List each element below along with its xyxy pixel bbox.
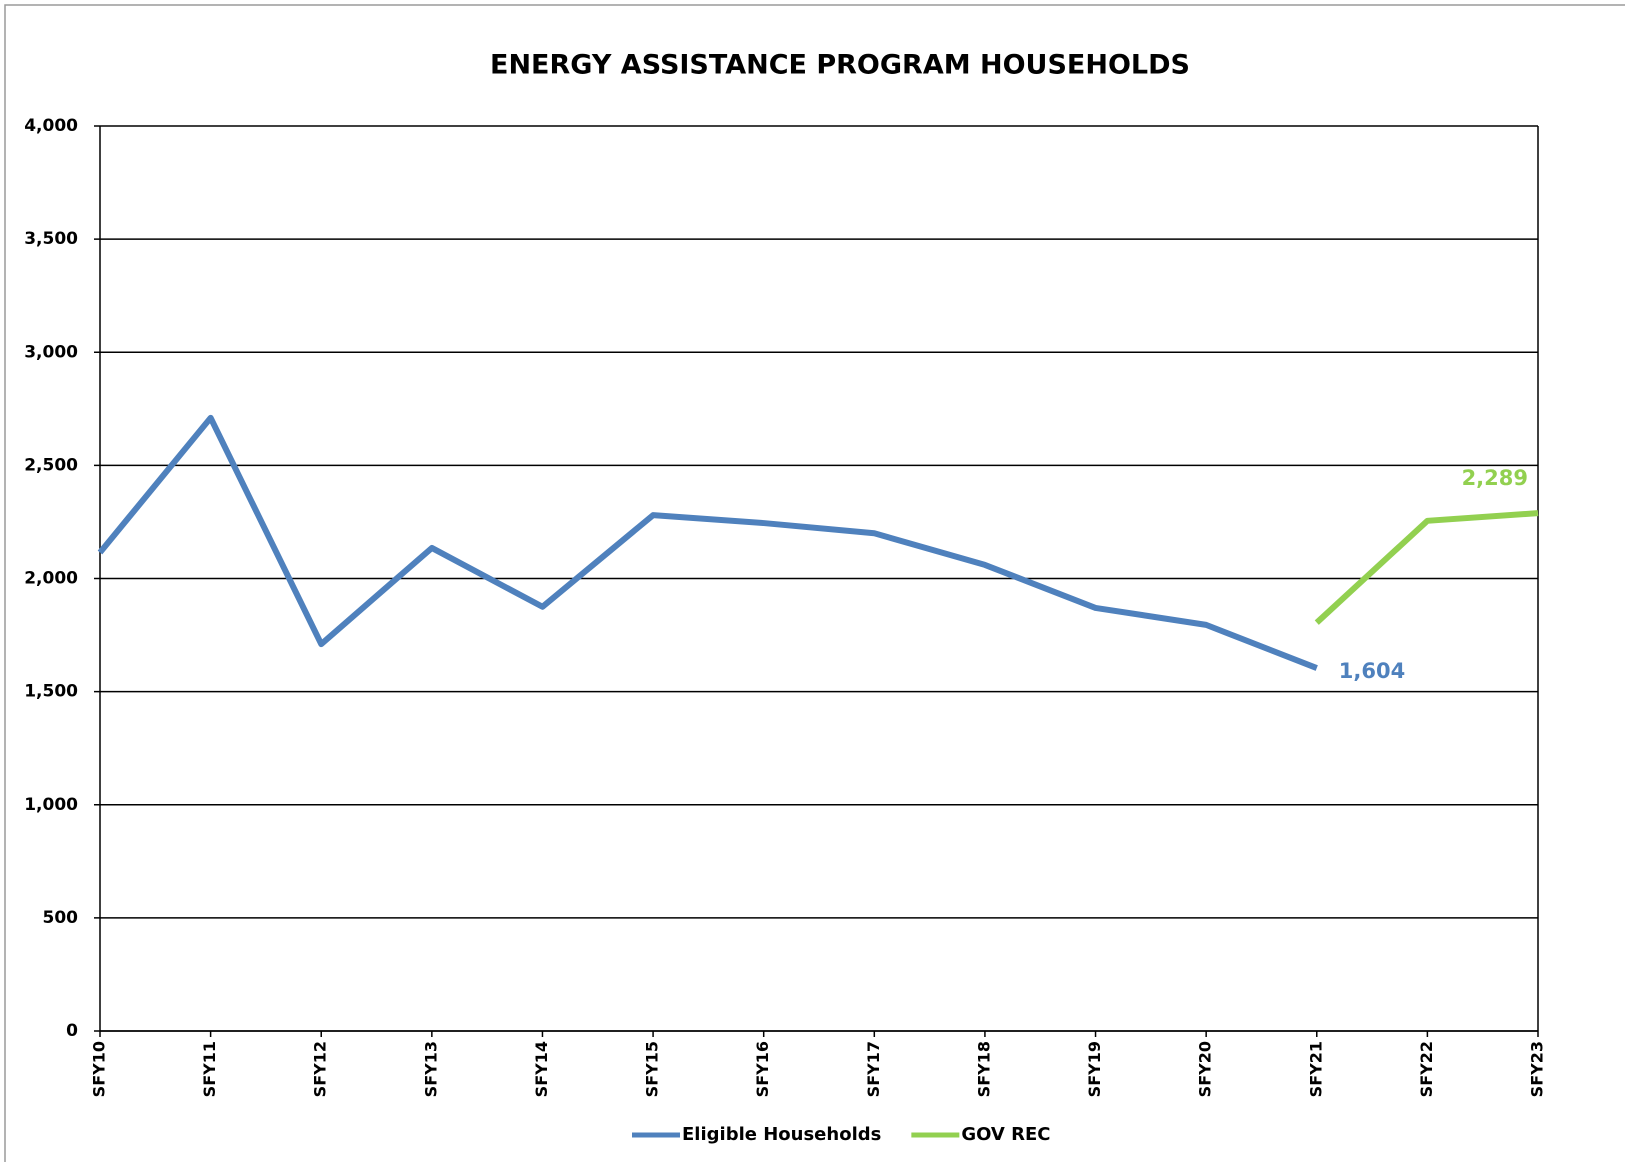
chart-frame <box>4 4 1625 1166</box>
series-line <box>1314 510 1539 625</box>
x-tick-label: SFY13 <box>421 1041 440 1097</box>
x-tick-label: SFY18 <box>974 1041 993 1097</box>
x-tick-label: SFY23 <box>1528 1041 1547 1097</box>
chart-title: ENERGY ASSISTANCE PROGRAM HOUSEHOLDS <box>490 50 1190 81</box>
y-tick-label: 1,000 <box>24 795 78 815</box>
y-tick-label: 500 <box>43 908 79 928</box>
y-tick-label: 1,500 <box>24 682 78 702</box>
x-tick-label: SFY20 <box>1196 1041 1215 1097</box>
y-tick-label: 2,000 <box>24 569 78 589</box>
x-tick-label: SFY16 <box>753 1041 772 1097</box>
y-tick-label: 0 <box>66 1021 78 1041</box>
x-tick-label: SFY19 <box>1085 1041 1104 1097</box>
x-tick-label: SFY21 <box>1306 1041 1325 1097</box>
x-tick-label: SFY22 <box>1417 1041 1436 1097</box>
x-tick-label: SFY17 <box>864 1041 883 1097</box>
data-label: 2,289 <box>1462 466 1528 490</box>
legend-label: GOV REC <box>961 1124 1050 1145</box>
x-tick-label: SFY15 <box>643 1041 662 1097</box>
series-line <box>97 414 1318 671</box>
x-tick-label: SFY11 <box>200 1041 219 1097</box>
legend-label: Eligible Households <box>682 1124 881 1145</box>
y-tick-label: 3,500 <box>24 229 78 249</box>
y-tick-label: 2,500 <box>24 455 78 475</box>
x-tick-label: SFY12 <box>311 1041 330 1097</box>
x-tick-label: SFY10 <box>90 1041 109 1097</box>
y-tick-label: 3,000 <box>24 342 78 362</box>
x-tick-label: SFY14 <box>532 1041 551 1097</box>
y-tick-label: 4,000 <box>24 116 78 136</box>
data-label: 1,604 <box>1339 659 1405 683</box>
